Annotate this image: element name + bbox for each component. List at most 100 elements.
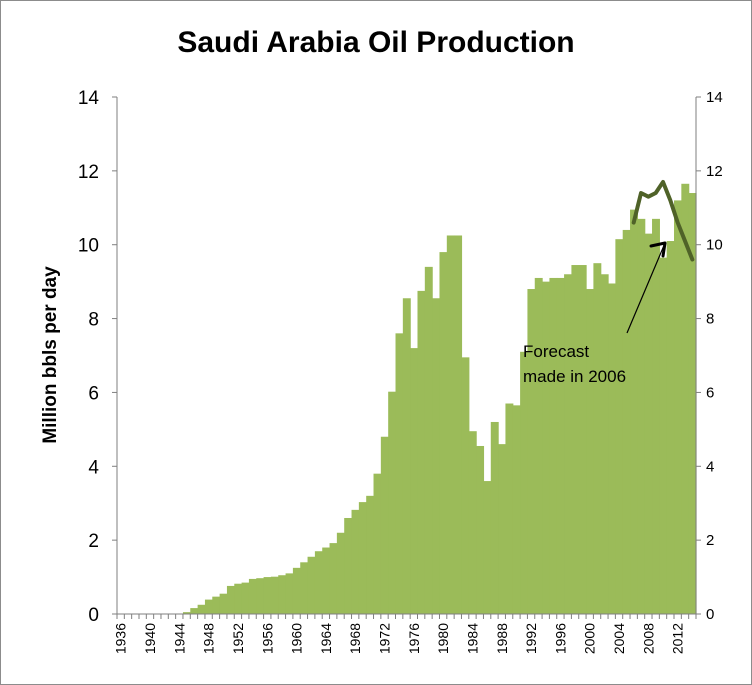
y-tick-label-left: 12	[78, 162, 99, 183]
area-bar-1958	[278, 575, 287, 614]
area-bar-1998	[571, 265, 580, 614]
area-bar-1972	[380, 436, 389, 614]
x-tick-label: 1972	[377, 623, 393, 654]
area-bar-1961	[300, 562, 309, 614]
area-bar-1986	[483, 481, 492, 614]
area-bar-2014	[688, 193, 697, 614]
area-bar-1962	[307, 556, 316, 614]
area-bar-2012	[674, 200, 682, 614]
chart-title: Saudi Arabia Oil Production	[177, 26, 575, 59]
y-tick-label-right: 8	[706, 311, 714, 328]
area-bar-1970	[366, 495, 375, 614]
y-tick-label-right: 12	[706, 163, 723, 180]
y-tick-label-left: 0	[88, 605, 99, 626]
area-bar-1992	[527, 289, 536, 614]
x-tick-label: 1968	[347, 623, 363, 654]
y-tick-label-left: 4	[88, 457, 99, 478]
y-tick-label-right: 14	[706, 89, 723, 106]
area-layer	[182, 183, 697, 615]
area-bar-1987	[490, 421, 499, 614]
area-bar-1969	[358, 502, 367, 614]
y-tick-label-left: 6	[88, 383, 99, 404]
x-tick-label: 1980	[435, 623, 451, 654]
area-bar-1960	[292, 567, 301, 614]
area-bar-2008	[644, 233, 653, 614]
y-tick-label-right: 4	[706, 458, 714, 475]
annotation-line-2: made in 2006	[523, 367, 626, 386]
area-bar-1990	[512, 405, 521, 614]
annotation-arrow-line	[626, 242, 666, 334]
x-tick-label: 1960	[289, 623, 305, 654]
area-bar-1991	[520, 351, 529, 614]
area-bar-2010	[659, 257, 668, 614]
area-bar-1977	[417, 290, 426, 615]
y-tick-label-right: 0	[706, 606, 714, 623]
x-tick-label: 2012	[670, 623, 686, 654]
area-bar-1965	[329, 543, 338, 614]
area-bar-1963	[314, 551, 323, 614]
area-bar-1997	[564, 274, 573, 614]
area-bar-2006	[630, 209, 638, 614]
area-bar-1988	[498, 444, 507, 614]
x-tick-label: 1988	[494, 623, 510, 654]
area-bar-1980	[439, 252, 448, 614]
area-bar-1993	[534, 277, 543, 614]
area-bar-1949	[212, 596, 221, 614]
area-bar-1951	[226, 585, 235, 614]
area-bar-2009	[652, 218, 660, 615]
y-tick-label-left: 8	[88, 310, 99, 331]
x-tick-label: 1984	[464, 623, 480, 654]
forecast-line	[631, 179, 695, 262]
x-tick-label: 1948	[201, 623, 217, 654]
area-bar-1948	[204, 599, 213, 614]
area-bar-1975	[402, 298, 411, 614]
area-bar-1968	[351, 509, 360, 614]
area-bar-1955	[256, 578, 265, 614]
y-tick-label-right: 2	[706, 532, 714, 549]
x-tick-label: 1952	[230, 623, 246, 654]
area-bar-2011	[666, 241, 675, 614]
x-tick-label: 2004	[611, 623, 627, 654]
x-tick-label: 1976	[406, 623, 422, 654]
area-bar-1945	[182, 612, 191, 614]
area-bar-1985	[476, 445, 485, 614]
area-bar-2005	[622, 229, 631, 614]
y-tick-label-right: 6	[706, 384, 714, 401]
x-tick-label: 1944	[171, 623, 187, 654]
area-bar-1952	[234, 583, 243, 614]
area-bar-2001	[593, 263, 602, 614]
x-tick-label: 1992	[523, 623, 539, 654]
y-tick-label-left: 14	[78, 88, 100, 109]
y-axis-label: Million bbls per day	[40, 266, 61, 444]
area-bar-1984	[468, 431, 477, 614]
x-tick-label: 2000	[582, 623, 598, 654]
annotation-arrow-head	[649, 241, 667, 258]
area-bar-1966	[336, 532, 345, 614]
area-bar-2007	[637, 218, 646, 615]
area-bar-1956	[263, 577, 272, 614]
x-tick-label: 1996	[552, 623, 568, 654]
area-bar-2000	[586, 289, 594, 614]
area-bar-1947	[197, 604, 206, 614]
axis-layer: 0 0 2 2 4 4 6 6 8 8 10 10 12 12 14 14 1936 1940 1944 1948 19…	[78, 88, 723, 654]
area-bar-1979	[432, 298, 441, 614]
area-bar-1950	[219, 593, 228, 614]
area-bar-1995	[549, 277, 558, 614]
x-tick-label: 1956	[259, 623, 275, 654]
area-bar-1981	[446, 235, 455, 615]
area-bar-1954	[248, 578, 257, 614]
area-bar-1964	[322, 547, 331, 614]
area-bar-1989	[505, 403, 514, 614]
y-tick-label-left: 10	[78, 236, 99, 257]
area-bar-1982	[454, 235, 463, 615]
x-tick-label: 2008	[640, 623, 656, 654]
area-bar-2003	[608, 283, 616, 614]
x-tick-label: 1940	[142, 623, 158, 654]
forecast-layer	[626, 179, 695, 334]
area-bar-1967	[344, 517, 353, 614]
area-bar-1971	[373, 473, 382, 614]
area-bar-1973	[388, 391, 397, 614]
area-bar-1953	[241, 582, 250, 614]
area-bar-1999	[578, 265, 587, 614]
